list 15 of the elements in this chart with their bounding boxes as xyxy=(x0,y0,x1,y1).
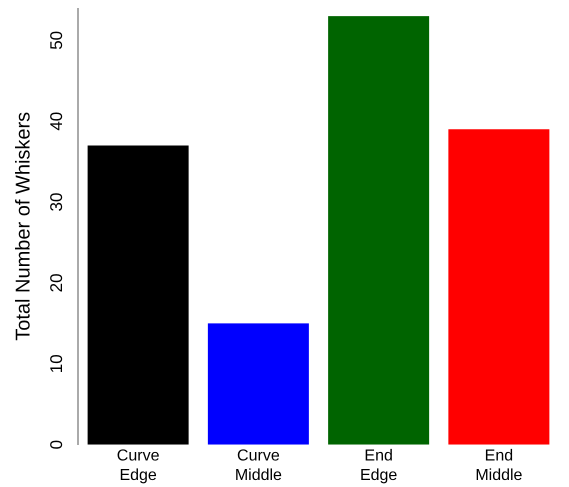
bar xyxy=(448,129,550,445)
y-tick-label: 0 xyxy=(47,440,66,450)
y-axis-title: Total Number of Whiskers xyxy=(12,112,35,341)
x-tick-label: End Middle xyxy=(475,448,523,484)
y-tick-label: 50 xyxy=(47,30,66,50)
bar xyxy=(328,16,430,445)
bar xyxy=(88,145,189,445)
y-tick-label: 30 xyxy=(47,192,66,212)
y-tick-label: 40 xyxy=(47,112,66,131)
bar xyxy=(208,323,309,445)
x-tick-label: End Edge xyxy=(360,448,398,484)
x-tick-label: Curve Edge xyxy=(116,448,160,484)
y-tick-label: 10 xyxy=(47,354,66,374)
y-tick-label: 20 xyxy=(47,273,66,292)
x-tick-label: Curve Middle xyxy=(234,448,282,484)
